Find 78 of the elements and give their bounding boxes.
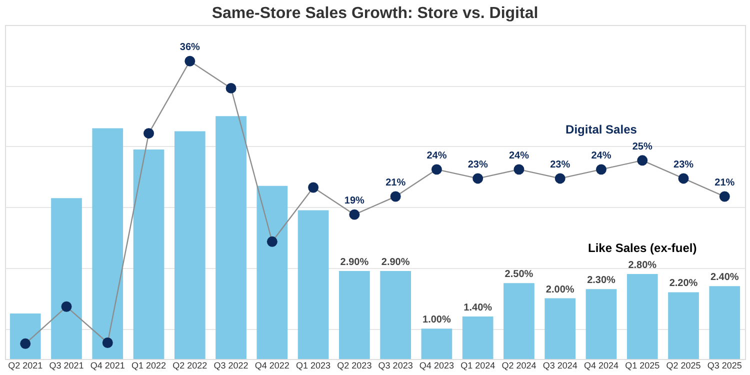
point xyxy=(61,301,72,312)
data-label: 23% xyxy=(550,159,570,170)
point xyxy=(514,164,524,175)
point xyxy=(308,182,319,193)
x-tick-label: Q4 2023 xyxy=(419,360,454,370)
bar xyxy=(339,270,370,359)
x-tick-label: Q2 2024 xyxy=(502,360,536,370)
data-label: 2.00% xyxy=(546,284,574,296)
bar xyxy=(668,292,699,359)
data-label: 1.40% xyxy=(464,302,492,314)
x-tick-label: Q1 2022 xyxy=(132,360,166,370)
x-tick-label: Q1 2024 xyxy=(460,360,496,370)
point xyxy=(472,173,484,184)
bar xyxy=(380,270,411,359)
chart-title: Same-Store Sales Growth: Store vs. Digital xyxy=(212,5,538,22)
x-tick-label: Q4 2024 xyxy=(584,360,618,370)
data-label: 23% xyxy=(673,159,694,170)
point xyxy=(184,56,196,66)
bar xyxy=(298,210,329,359)
x-tick-label: Q4 2022 xyxy=(254,360,290,370)
point xyxy=(144,128,154,139)
x-tick-label: Q3 2025 xyxy=(707,360,742,370)
point xyxy=(266,236,278,247)
bar xyxy=(586,289,617,359)
point xyxy=(637,155,648,166)
x-tick-label: Q3 2021 xyxy=(49,360,84,370)
data-label: 2.90% xyxy=(381,256,410,268)
x-tick-label: Q2 2025 xyxy=(666,360,701,370)
bar xyxy=(421,328,452,359)
point xyxy=(390,191,401,202)
data-label: 25% xyxy=(632,141,652,152)
bar xyxy=(462,316,494,359)
data-label: 24% xyxy=(508,150,530,162)
data-label: 24% xyxy=(591,150,612,162)
x-tick-label: Q2 2022 xyxy=(172,360,208,370)
bar xyxy=(92,128,124,359)
data-label: 2.90% xyxy=(340,256,369,268)
bar xyxy=(216,116,246,359)
x-tick-label: Q3 2022 xyxy=(214,360,248,370)
data-label: 36% xyxy=(180,42,200,54)
x-tick-label: Q3 2023 xyxy=(378,360,413,370)
point xyxy=(431,164,442,175)
bar xyxy=(256,186,288,359)
x-tick-label: Q2 2023 xyxy=(337,360,372,370)
series-label: Digital Sales xyxy=(566,122,638,136)
data-label: 2.20% xyxy=(669,278,698,290)
point xyxy=(719,191,730,202)
data-label: 2.50% xyxy=(504,269,534,280)
x-tick-label: Q1 2025 xyxy=(625,360,660,370)
point xyxy=(20,338,31,349)
bar xyxy=(626,274,658,359)
point xyxy=(349,209,360,220)
bar xyxy=(51,198,82,359)
data-label: 23% xyxy=(468,159,488,170)
data-label: 21% xyxy=(714,178,735,189)
data-label: 21% xyxy=(386,178,406,189)
point xyxy=(226,82,236,94)
data-label: 2.30% xyxy=(587,275,616,286)
point xyxy=(554,173,566,184)
x-tick-label: Q2 2021 xyxy=(8,360,43,370)
x-tick-label: Q3 2024 xyxy=(542,360,578,370)
text: Like Sales (ex-fuel) xyxy=(588,240,697,255)
data-label: 1.00% xyxy=(422,314,451,326)
data-label: 2.40% xyxy=(710,272,739,284)
x-tick-label: Q4 2021 xyxy=(90,360,125,370)
data-label: 24% xyxy=(426,150,447,162)
bar xyxy=(174,131,206,359)
point xyxy=(102,338,113,348)
bar xyxy=(544,298,576,359)
bar xyxy=(504,283,534,359)
data-label: 2.80% xyxy=(628,260,657,271)
point xyxy=(596,164,606,175)
bar xyxy=(10,313,41,359)
point xyxy=(678,173,689,184)
bar xyxy=(709,286,740,359)
x-tick-label: Q1 2023 xyxy=(296,360,331,370)
data-label: 19% xyxy=(344,196,365,207)
bar xyxy=(133,149,164,359)
